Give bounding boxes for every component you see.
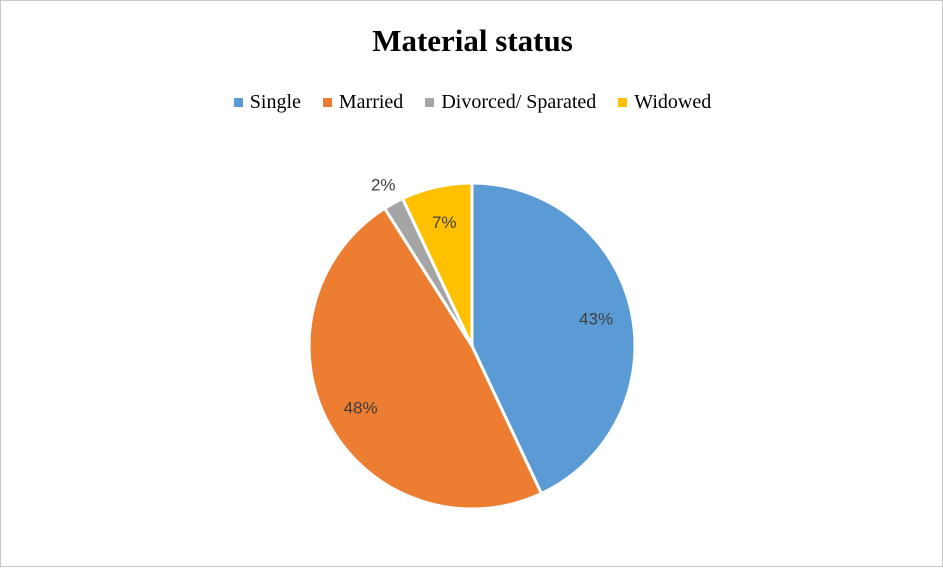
legend-swatch-widowed	[618, 98, 628, 107]
legend-label-single: Single	[249, 91, 301, 113]
legend-swatch-married	[322, 98, 332, 107]
legend-swatch-divorced	[425, 98, 435, 107]
pie-slice-single	[470, 181, 637, 495]
legend-item-divorced: Divorced/ Sparated	[425, 91, 596, 114]
pie-slice-married	[307, 206, 543, 511]
legend-swatch-single	[233, 98, 243, 107]
legend: Single Married Divorced/ Sparated Widowe…	[1, 91, 943, 114]
legend-item-widowed: Widowed	[618, 91, 711, 114]
legend-item-single: Single	[233, 91, 301, 114]
data-label-married: 48%	[344, 398, 378, 417]
data-label-widowed: 7%	[432, 213, 457, 232]
legend-label-widowed: Widowed	[634, 91, 712, 113]
data-label-single: 43%	[579, 309, 613, 328]
legend-item-married: Married	[322, 91, 404, 114]
legend-label-divorced: Divorced/ Sparated	[441, 91, 597, 113]
pie-labels: 43% 48% 2% 7%	[344, 176, 614, 418]
data-label-divorced: 2%	[371, 176, 396, 195]
legend-label-married: Married	[338, 91, 404, 113]
pie-slices	[307, 181, 637, 511]
chart-title: Material status	[372, 23, 573, 58]
pie-slice-widowed	[401, 181, 474, 348]
